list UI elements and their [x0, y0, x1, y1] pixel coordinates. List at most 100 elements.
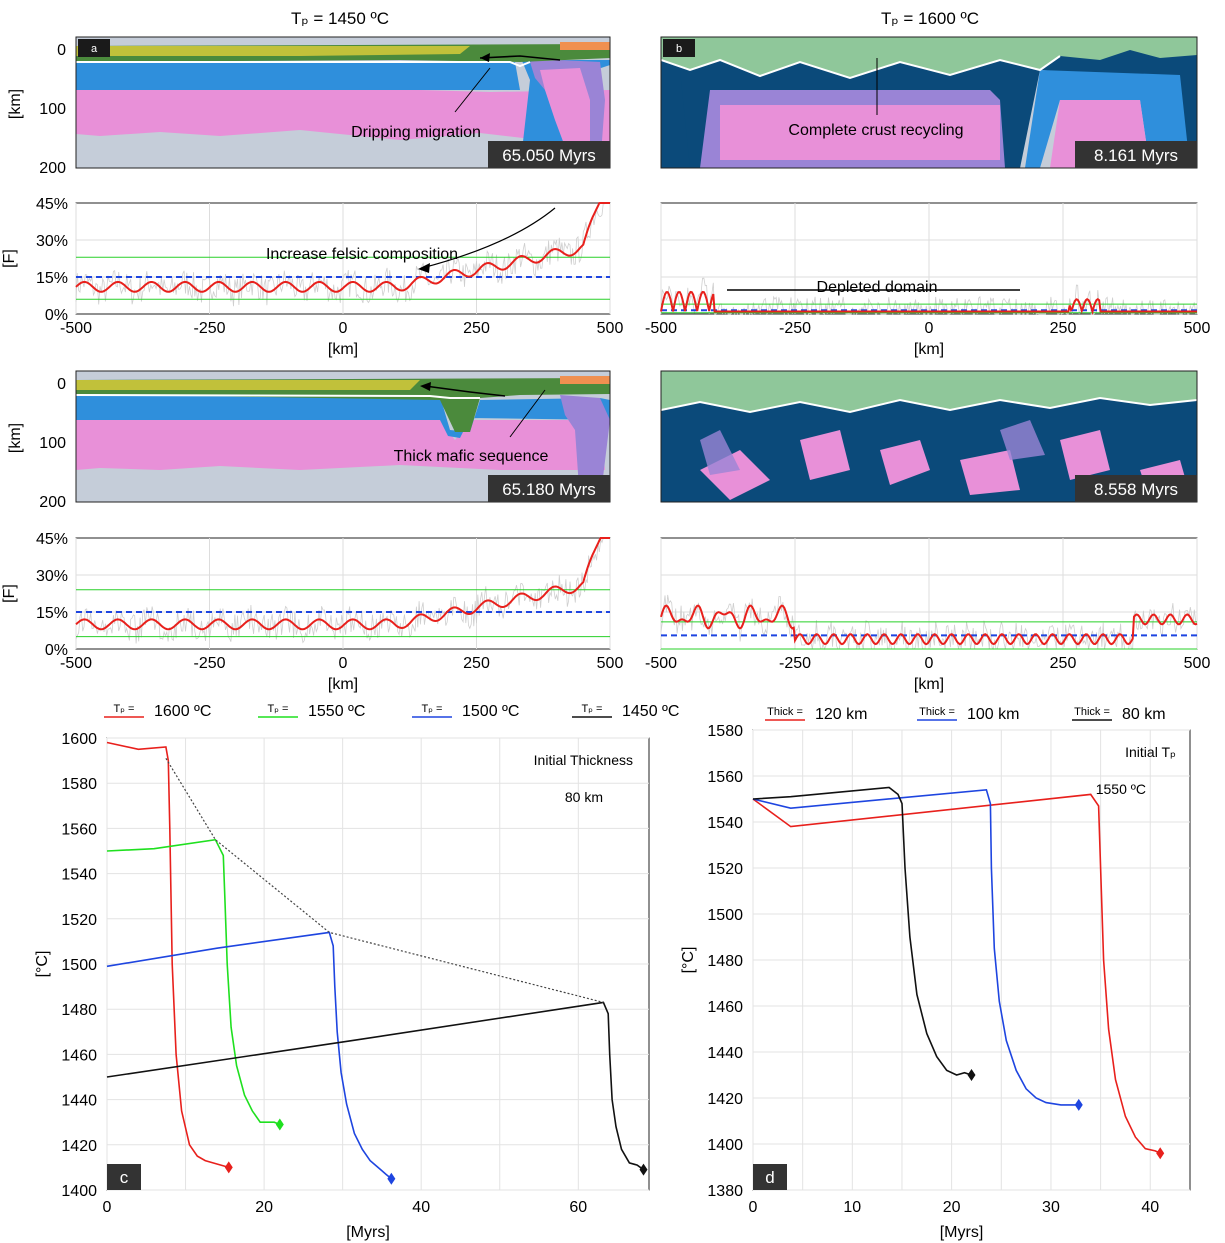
tick-label: 1380 [707, 1183, 743, 1200]
time-label: 8.558 Myrs [1094, 480, 1178, 499]
upper-crust-layer [661, 37, 1197, 78]
legend-prefix: Thick = [767, 706, 803, 718]
series-line [106, 1001, 644, 1171]
series-line [165, 757, 604, 1003]
tick-label: -500 [645, 320, 677, 337]
panel-letter: d [765, 1168, 774, 1187]
tick-label: 200 [39, 494, 66, 511]
tick-label: 1560 [707, 769, 743, 786]
axis-label: [°C] [34, 951, 51, 978]
annotation-text: Increase felsic composition [266, 246, 458, 263]
series-line [752, 793, 1161, 1154]
axis-label: [F] [1, 249, 18, 268]
tick-label: 1500 [61, 957, 97, 974]
smoothed-profile-line [75, 202, 610, 293]
tick-label: 0 [339, 655, 348, 672]
tick-label: 40 [1141, 1199, 1159, 1216]
f-panel: -500 -250 0 250 500 [km] [645, 537, 1210, 693]
section-panel-d: 8.558 Myrs [660, 370, 1198, 503]
tick-label: 0 [57, 42, 66, 59]
tick-label: 250 [463, 655, 490, 672]
tick-label: 40 [412, 1199, 430, 1216]
tick-label: 1600 [61, 731, 97, 748]
axis-label: [Myrs] [940, 1224, 984, 1241]
section-axis-bottom: 0 100 200 [km] [7, 376, 66, 511]
tick-label: -250 [779, 655, 811, 672]
panel-letter-box [753, 1164, 787, 1190]
tick-label: 500 [1184, 320, 1211, 337]
legend-entry: 1600 ºC [154, 703, 211, 720]
tick-label: 20 [943, 1199, 961, 1216]
annotation-text: Depleted domain [817, 279, 938, 296]
tick-label: 0% [45, 307, 68, 324]
tick-label: 250 [1050, 655, 1077, 672]
f-panel: -500 -250 0 250 500 [km] 45% 30% 15% 0% [F] Increas… [1, 196, 623, 358]
legend-prefix: Tₚ = [582, 703, 603, 715]
time-label: 65.180 Myrs [502, 480, 596, 499]
panel-letter-box [107, 1164, 141, 1190]
tick-label: 60 [569, 1199, 587, 1216]
end-marker [1156, 1147, 1165, 1160]
annotation-arrow [421, 207, 556, 269]
axis-label: [km] [914, 676, 944, 693]
f-panels: -500 -250 0 250 500 [km] 45% 30% 15% 0% [F] Increas… [1, 196, 1210, 693]
chart-c: 1400 1420 1440 1460 1480 1500 1520 1540 1560 1580… [34, 703, 679, 1241]
tick-label: 30% [36, 233, 68, 250]
section-annotation: Thick mafic sequence [394, 448, 549, 465]
tick-label: 500 [597, 320, 624, 337]
legend-entry: 80 km [1122, 706, 1166, 723]
legend-prefix: Tₚ = [268, 703, 289, 715]
f-panel: -500 -250 0 250 500 [km] Depleted domain [645, 202, 1211, 358]
time-label: 8.161 Myrs [1094, 146, 1178, 165]
tick-label: 100 [39, 101, 66, 118]
tick-label: 0 [103, 1199, 112, 1216]
legend-prefix: Thick = [1074, 706, 1110, 718]
raw-profile-line [75, 202, 610, 307]
series-line [752, 788, 1079, 1106]
series-line [752, 786, 972, 1076]
smoothed-profile-line [660, 604, 1198, 646]
tick-label: 15% [36, 270, 68, 287]
tick-label: -500 [60, 655, 92, 672]
series-line [106, 741, 230, 1169]
tick-label: 200 [39, 160, 66, 177]
panel-letter: c [120, 1168, 129, 1187]
axis-label: [km] [7, 89, 24, 119]
annotation-text: Initial Tₚ [1125, 744, 1176, 760]
f-panel: -500 -250 0 250 500 [km] 45% 30% 15% 0% [F] [1, 531, 623, 693]
tick-label: -500 [645, 655, 677, 672]
raw-profile-line [660, 277, 1198, 316]
column-title-left: Tₚ = 1450 ºC [291, 9, 389, 28]
tick-label: -500 [60, 320, 92, 337]
legend-entry: 1450 ºC [622, 703, 679, 720]
smoothed-profile-line [75, 537, 610, 631]
arrow-head [418, 263, 430, 273]
end-marker [639, 1163, 648, 1176]
tick-label: 1580 [61, 776, 97, 793]
axis-label: [km] [328, 341, 358, 358]
tick-label: 1440 [61, 1093, 97, 1110]
axis-label: [Myrs] [346, 1224, 390, 1241]
tick-label: 10 [843, 1199, 861, 1216]
tick-label: 500 [597, 655, 624, 672]
tick-label: 1520 [707, 861, 743, 878]
section-panel-a: a Dripping migration 65.050 Myrs [75, 36, 611, 169]
tick-label: 250 [1050, 320, 1077, 337]
tick-label: 1460 [707, 999, 743, 1016]
tick-label: 1480 [61, 1002, 97, 1019]
tick-label: 30% [36, 568, 68, 585]
raw-profile-line [660, 594, 1198, 651]
depleted-mantle-region [76, 86, 610, 142]
section-annotation: Dripping migration [351, 124, 481, 141]
legend-entry: 1500 ºC [462, 703, 519, 720]
end-marker [275, 1118, 284, 1131]
axis-label: [km] [914, 341, 944, 358]
tick-label: -250 [193, 655, 225, 672]
tick-label: 0% [45, 642, 68, 659]
axis-label: [km] [7, 423, 24, 453]
column-title-right: Tₚ = 1600 ºC [881, 9, 979, 28]
axis-label: [F] [1, 584, 18, 603]
tick-label: -250 [779, 320, 811, 337]
tick-label: -250 [193, 320, 225, 337]
legend-prefix: Thick = [919, 706, 955, 718]
